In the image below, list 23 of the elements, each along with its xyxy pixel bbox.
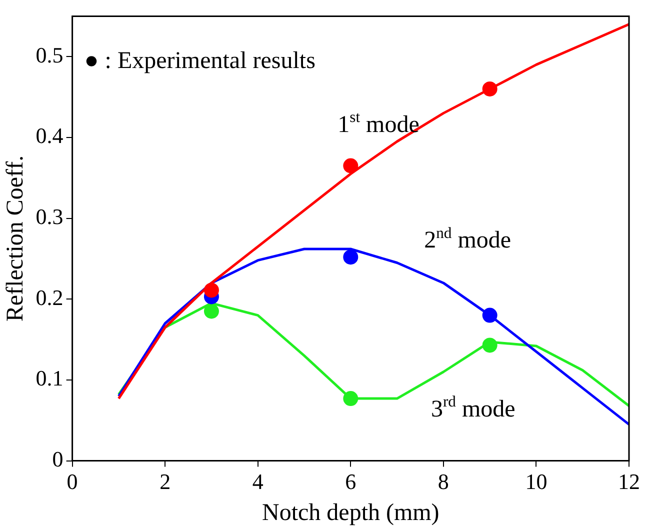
y-tick-label: 0.4 xyxy=(36,123,64,148)
point xyxy=(482,338,498,353)
x-tick-label: 4 xyxy=(252,468,264,494)
y-tick-label: 0.1 xyxy=(36,366,64,391)
x-tick-label: 8 xyxy=(438,468,449,494)
y-tick-label: 0.3 xyxy=(36,204,64,230)
y-tick-label: 0.2 xyxy=(36,284,64,310)
point xyxy=(204,304,219,319)
y-tick-label: 0.5 xyxy=(36,42,64,68)
point xyxy=(343,391,358,406)
point xyxy=(204,282,219,298)
x-tick-label: 10 xyxy=(525,468,548,494)
x-tick-label: 6 xyxy=(345,468,356,494)
x-axis-title: Notch depth (mm) xyxy=(262,500,440,526)
x-tick-label: 12 xyxy=(618,468,640,494)
annotation: ● : Experimental results xyxy=(84,48,316,74)
y-axis-title: Reflection Coeff. xyxy=(2,155,29,322)
point xyxy=(343,158,358,174)
point xyxy=(482,81,498,96)
y-tick-label: 0 xyxy=(52,446,64,472)
x-tick-label: 2 xyxy=(160,468,171,494)
point xyxy=(482,308,498,323)
point xyxy=(343,250,358,265)
